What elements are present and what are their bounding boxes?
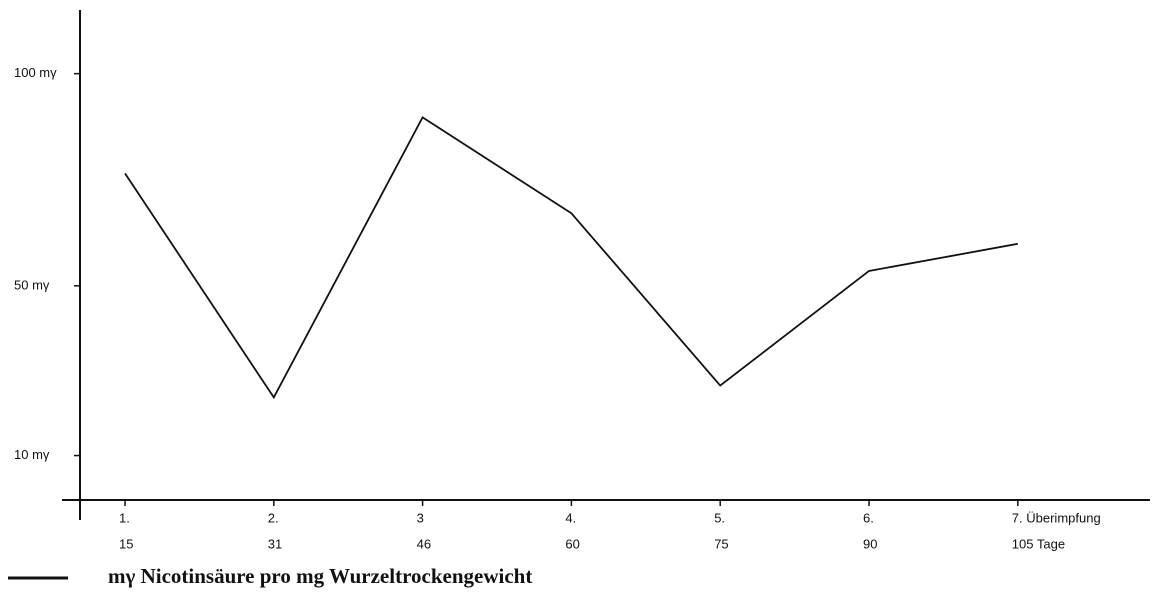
x-tick-label: 46	[417, 536, 431, 551]
x-tick-label: 75	[714, 536, 728, 551]
x-tick-label: 90	[863, 536, 877, 551]
y-tick-label: 100 mγ	[14, 65, 57, 80]
x-tick-label: 1.	[119, 510, 130, 525]
x-tick-label: 105 Tage	[1012, 536, 1065, 551]
x-tick-label: 7. Überimpfung	[1012, 510, 1101, 525]
x-tick-label: 15	[119, 536, 133, 551]
y-tick-label: 50 mγ	[14, 277, 50, 292]
x-tick-label: 4.	[565, 510, 576, 525]
x-tick-label: 5.	[714, 510, 725, 525]
x-tick-label: 31	[268, 536, 282, 551]
legend-label: mγ Nicotinsäure pro mg Wurzeltrockengewi…	[108, 564, 532, 588]
x-tick-label: 2.	[268, 510, 279, 525]
x-tick-label: 60	[565, 536, 579, 551]
x-tick-label: 3	[417, 510, 424, 525]
line	[124, 116, 1018, 400]
x-tick-label: 6.	[863, 510, 874, 525]
y-tick-label: 10 mγ	[14, 447, 50, 462]
